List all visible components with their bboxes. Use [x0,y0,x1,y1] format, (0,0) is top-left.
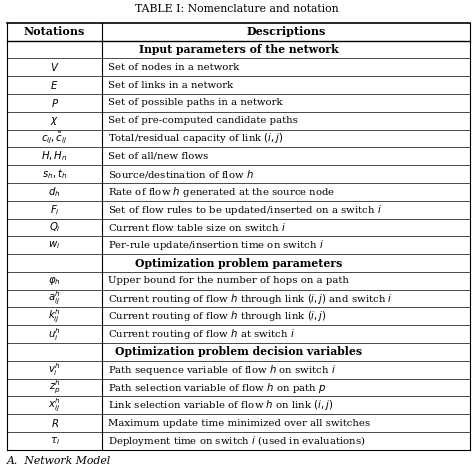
Text: Total/residual capacity of link $(i, j)$: Total/residual capacity of link $(i, j)$ [108,131,283,146]
Text: $k^h_{ij}$: $k^h_{ij}$ [48,307,61,325]
Text: Current routing of flow $h$ through link $(i, j)$: Current routing of flow $h$ through link… [108,309,327,323]
Text: $V$: $V$ [50,61,59,73]
Text: Rate of flow $h$ generated at the source node: Rate of flow $h$ generated at the source… [108,185,335,199]
Text: $w_i$: $w_i$ [48,239,61,251]
Text: Optimization problem decision variables: Optimization problem decision variables [115,347,362,357]
Text: Set of all/new flows: Set of all/new flows [108,152,208,161]
Text: Set of flow rules to be updated/inserted on a switch $i$: Set of flow rules to be updated/inserted… [108,203,382,217]
Text: Descriptions: Descriptions [246,26,326,37]
Text: Source/destination of flow $h$: Source/destination of flow $h$ [108,168,254,180]
Text: Set of links in a network: Set of links in a network [108,80,233,89]
Text: Upper bound for the number of hops on a path: Upper bound for the number of hops on a … [108,276,348,285]
Text: $H, H_n$: $H, H_n$ [41,149,68,163]
Text: $R$: $R$ [51,417,59,429]
Text: Set of possible paths in a network: Set of possible paths in a network [108,99,282,108]
Text: $F_i$: $F_i$ [50,203,59,217]
Text: $x^h_{ij}$: $x^h_{ij}$ [48,397,61,414]
Text: $P$: $P$ [51,97,59,109]
Text: Path sequence variable of flow $h$ on switch $i$: Path sequence variable of flow $h$ on sw… [108,363,336,377]
Text: Deployment time on switch $i$ (used in evaluations): Deployment time on switch $i$ (used in e… [108,434,365,448]
Text: $u^h_i$: $u^h_i$ [48,326,61,343]
Text: $\tau_i$: $\tau_i$ [50,435,60,447]
Text: Maximum update time minimized over all switches: Maximum update time minimized over all s… [108,418,370,427]
Text: $E$: $E$ [50,79,59,91]
Text: Current flow table size on switch $i$: Current flow table size on switch $i$ [108,221,286,233]
Text: $s_h, t_h$: $s_h, t_h$ [42,167,67,181]
Text: $d_h$: $d_h$ [48,185,61,199]
Text: Optimization problem parameters: Optimization problem parameters [135,258,342,268]
Text: $Q_i$: $Q_i$ [49,220,61,234]
Text: Link selection variable of flow $h$ on link $(i, j)$: Link selection variable of flow $h$ on l… [108,398,333,412]
Text: $\chi$: $\chi$ [50,115,59,127]
Text: $\varphi_h$: $\varphi_h$ [48,275,61,287]
Text: Notations: Notations [24,26,85,37]
Text: $v^h_i$: $v^h_i$ [48,361,61,378]
Text: Input parameters of the network: Input parameters of the network [139,44,338,55]
Text: $c_{ij}, \tilde{c}_{ij}$: $c_{ij}, \tilde{c}_{ij}$ [41,131,68,146]
Text: Per-rule update/insertion time on switch $i$: Per-rule update/insertion time on switch… [108,238,324,252]
Text: Set of nodes in a network: Set of nodes in a network [108,63,239,72]
Text: Current routing of flow $h$ at switch $i$: Current routing of flow $h$ at switch $i… [108,327,295,341]
Text: $z^h_p$: $z^h_p$ [49,379,61,396]
Text: Path selection variable of flow $h$ on path $p$: Path selection variable of flow $h$ on p… [108,380,326,395]
Text: Current routing of flow $h$ through link $(i, j)$ and switch $i$: Current routing of flow $h$ through link… [108,292,392,306]
Text: TABLE I: Nomenclature and notation: TABLE I: Nomenclature and notation [135,4,339,14]
Text: $a^h_{ij}$: $a^h_{ij}$ [48,290,61,307]
Text: A.  Network Model: A. Network Model [7,456,111,466]
Text: Set of pre-computed candidate paths: Set of pre-computed candidate paths [108,116,298,125]
